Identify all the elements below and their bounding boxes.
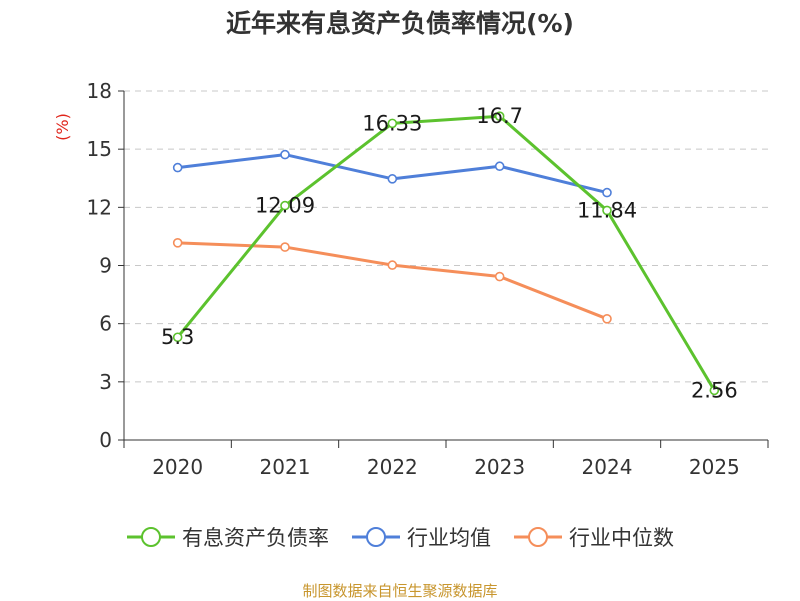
data-point: [387, 260, 398, 270]
legend-label: 有息资产负债率: [182, 526, 329, 550]
data-point: [709, 385, 720, 396]
data-point: [602, 205, 612, 216]
series-line: [176, 114, 716, 392]
x-tick-label: 2023: [474, 455, 525, 479]
y-tick-label: 18: [87, 79, 112, 103]
x-tick-label: 2024: [582, 455, 633, 479]
legend-item[interactable]: 行业中位数: [513, 522, 674, 552]
grid-lines: [124, 90, 768, 383]
data-label: 5.3: [161, 325, 194, 349]
data-point: [280, 242, 290, 252]
legend-item[interactable]: 行业均值: [351, 522, 491, 552]
series-line: [177, 153, 608, 195]
data-point: [280, 200, 290, 211]
legend-marker-icon: [127, 527, 175, 547]
data-point: [387, 118, 398, 129]
data-labels: 5.3 12.09 16.33 16.7 11.84 2.56: [161, 104, 738, 402]
data-point: [494, 111, 505, 122]
legend-marker-icon: [352, 527, 400, 547]
legend-label: 行业均值: [407, 526, 491, 550]
y-tick-label: 15: [87, 137, 112, 161]
x-tick-label: 2022: [367, 455, 418, 479]
data-label: 11.84: [577, 198, 637, 222]
legend: 有息资产负债率 行业均值 行业中位数: [0, 520, 800, 554]
chart-title: 近年来有息资产负债率情况(%): [226, 9, 574, 38]
data-point: [602, 314, 612, 324]
x-tick-label: 2021: [260, 455, 311, 479]
data-label: 16.7: [476, 104, 523, 128]
y-tick-label: 3: [99, 370, 112, 394]
data-point: [494, 271, 505, 282]
data-label: 12.09: [255, 194, 315, 218]
y-tick-label: 0: [99, 428, 112, 452]
x-tick-label: 2020: [152, 455, 203, 479]
data-label: 2.56: [691, 378, 738, 402]
source-note: 制图数据来自恒生聚源数据库: [302, 582, 498, 600]
data-point: [387, 174, 398, 184]
y-tick-label: 9: [99, 254, 112, 278]
data-point: [494, 161, 505, 172]
axes: 0 3 6 9 12 15 18 2020 2021 2022 2023 2024 2025 (%): [53, 79, 769, 479]
legend-marker-icon: [514, 527, 562, 547]
y-tick-label: 6: [99, 312, 112, 336]
series-line: [177, 241, 608, 321]
y-axis-label: (%): [53, 113, 72, 141]
data-point: [602, 187, 612, 198]
legend-item[interactable]: 有息资产负债率: [126, 522, 329, 552]
data-point: [280, 149, 290, 160]
data-point: [172, 238, 183, 248]
x-tick-label: 2025: [689, 455, 740, 479]
legend-label: 行业中位数: [569, 526, 674, 550]
series-layer: [172, 111, 720, 396]
data-point: [172, 162, 183, 173]
data-label: 16.33: [362, 111, 422, 135]
data-point: [172, 332, 183, 343]
y-tick-label: 12: [87, 195, 112, 219]
